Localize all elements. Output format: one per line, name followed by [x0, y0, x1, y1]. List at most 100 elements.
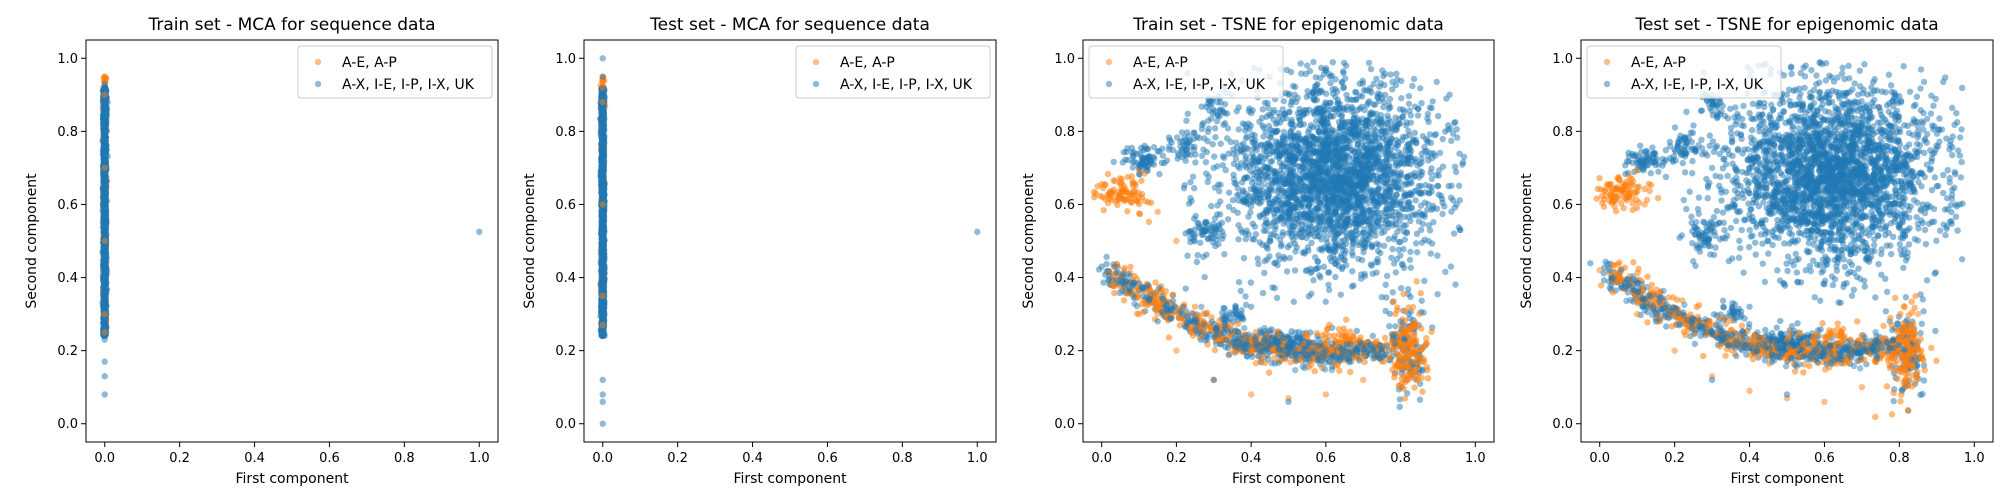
scatter-points: [99, 73, 483, 398]
y-tick-label: 0.2: [555, 344, 576, 359]
chart-title: Train set - MCA for sequence data: [147, 15, 435, 35]
cloud-point-blue: [1439, 210, 1446, 218]
data-point-orange: [101, 237, 108, 245]
data-point-blue: [101, 358, 108, 365]
cloud-point-blue: [101, 322, 108, 330]
cloud-point-blue: [598, 170, 606, 177]
cloud-point-blue: [103, 110, 111, 118]
legend-label: A-E, A-P: [840, 55, 895, 71]
cloud-point-blue: [1219, 153, 1227, 160]
y-tick-label: 0.0: [57, 417, 78, 432]
cloud-point-blue: [598, 189, 605, 197]
data-point-blue: [101, 80, 108, 88]
x-tick-label: 0.8: [892, 451, 913, 466]
x-tick-label: 1.0: [469, 451, 490, 466]
cloud-point-blue: [599, 250, 606, 257]
x-tick-label: 0.8: [394, 451, 415, 466]
data-point-orange: [101, 73, 108, 80]
data-point-blue: [599, 73, 606, 80]
data-point-blue: [101, 391, 108, 398]
cloud-point-blue: [101, 288, 108, 295]
data-point-blue: [599, 420, 606, 427]
cloud-point-blue: [100, 252, 108, 260]
data-point-orange: [599, 84, 606, 91]
cloud-point-blue: [1283, 268, 1291, 275]
cloud-point-blue: [600, 114, 607, 122]
y-tick-label: 0.6: [555, 198, 576, 213]
legend-box: [795, 45, 991, 99]
cloud-point-blue: [1298, 70, 1305, 77]
legend-marker: [812, 80, 820, 88]
legend: A-E, A-PA-X, I-E, I-P, I-X, UK: [297, 45, 493, 99]
chart-title: Test set - MCA for sequence data: [649, 15, 930, 35]
x-tick-label: 0.6: [817, 451, 838, 466]
scatter-points: [596, 55, 981, 427]
cloud-point-blue: [1342, 261, 1350, 269]
cloud-point-blue: [597, 207, 605, 215]
cloud-point-blue: [1303, 93, 1310, 101]
cloud-point-blue: [101, 118, 108, 125]
cloud-point-blue: [598, 223, 606, 231]
data-point-blue: [476, 228, 483, 236]
cloud-point-blue: [1378, 293, 1385, 301]
legend-label: A-E, A-P: [342, 55, 397, 71]
cloud-point-blue: [1433, 78, 1440, 86]
cloud-point-blue: [1211, 125, 1219, 132]
cloud-point-blue: [101, 174, 108, 182]
cloud-point-blue: [1209, 141, 1216, 148]
cloud-point-blue: [1235, 278, 1243, 286]
x-tick-label: 0.4: [742, 451, 763, 466]
cloud-point-blue: [1198, 125, 1206, 133]
cloud-point-blue: [1235, 236, 1242, 243]
x-axis-label: First component: [235, 471, 349, 487]
cloud-point-blue: [1234, 185, 1241, 192]
data-point-blue: [599, 55, 606, 62]
x-tick-label: 0.2: [667, 451, 688, 466]
cloud-point-blue: [1235, 126, 1242, 133]
legend: A-E, A-PA-X, I-E, I-P, I-X, UK: [795, 45, 991, 99]
cloud-point-blue: [1410, 75, 1418, 83]
cloud-point-blue: [101, 98, 108, 105]
data-point-orange: [599, 98, 606, 106]
y-tick-label: 0.8: [57, 125, 78, 140]
axes-frame: [583, 39, 997, 443]
cloud-point-blue: [100, 316, 108, 323]
data-point-orange: [101, 310, 108, 318]
cloud-point-blue: [1213, 117, 1221, 125]
cloud-point-blue: [600, 213, 608, 220]
cloud-point-blue: [1417, 85, 1424, 92]
data-point-orange: [599, 292, 606, 300]
y-tick-label: 1.0: [57, 52, 78, 67]
x-tick-label: 0.0: [592, 451, 613, 466]
y-tick-label: 0.0: [555, 417, 576, 432]
data-point-blue: [101, 274, 108, 281]
subplot-1: 0.0 0.2 0.4 0.6 0.8 1.00.00.20.40.60.81.0Trai…: [24, 15, 499, 487]
cloud-point-blue: [1291, 122, 1299, 129]
y-axis-label: Second component: [522, 173, 538, 309]
cloud-point-blue: [1447, 263, 1455, 270]
cloud-point-blue: [1242, 293, 1249, 300]
cloud-point-blue: [1280, 128, 1288, 136]
data-point-orange: [599, 321, 606, 329]
cloud-point-blue: [102, 268, 109, 276]
x-tick-label: 0.2: [169, 451, 190, 466]
cloud-point-blue: [599, 265, 606, 272]
cloud-point-blue: [1409, 82, 1416, 90]
cloud-point-blue: [599, 281, 606, 288]
cloud-point-blue: [1325, 281, 1332, 288]
cloud-point-blue: [1400, 245, 1407, 253]
subplot-2: 0.0 0.2 0.4 0.6 0.8 1.00.00.20.40.60.81.0Test…: [522, 15, 997, 487]
legend-box: [297, 45, 493, 99]
cloud-point-blue: [1375, 241, 1383, 249]
cloud-point-blue: [1201, 273, 1208, 281]
cloud-point-blue: [1432, 152, 1439, 159]
data-point-blue: [599, 391, 606, 398]
cloud-point-blue: [1387, 71, 1394, 78]
cloud-point-blue: [1242, 235, 1250, 243]
cloud-point-blue: [1216, 188, 1223, 195]
y-axis-label: Second component: [24, 173, 40, 309]
y-tick-label: 0.2: [57, 344, 78, 359]
cloud-point-blue: [599, 314, 606, 321]
legend-marker: [812, 58, 820, 66]
